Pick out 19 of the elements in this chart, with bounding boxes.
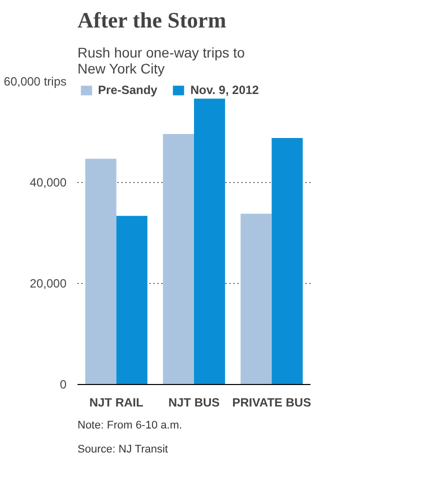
x-tick-label: NJT RAIL [89,396,144,410]
bar [116,216,148,384]
legend-label: Pre-Sandy [98,83,158,97]
y-tick-label: 40,000 [30,176,67,190]
bar [240,214,272,384]
bar [272,138,303,384]
text: Note: From 6-10 a.m. [78,420,182,432]
chart-title: After the Storm [78,8,226,32]
bar [194,98,226,384]
source-note: Source: NJ Transit [78,444,168,456]
bar [162,134,194,384]
x-tick-label: PRIVATE BUS [232,396,312,410]
x-tick-label: NJT BUS [168,396,220,410]
y-tick-label: 60,000 trips [4,74,67,88]
chart-subtitle: Rush hour one-way trips to New York City [78,44,246,76]
y-tick-label: 20,000 [30,276,67,290]
legend-label: Nov. 9, 2012 [190,83,259,97]
y-tick-label: 0 [60,378,67,392]
bar [85,158,116,384]
